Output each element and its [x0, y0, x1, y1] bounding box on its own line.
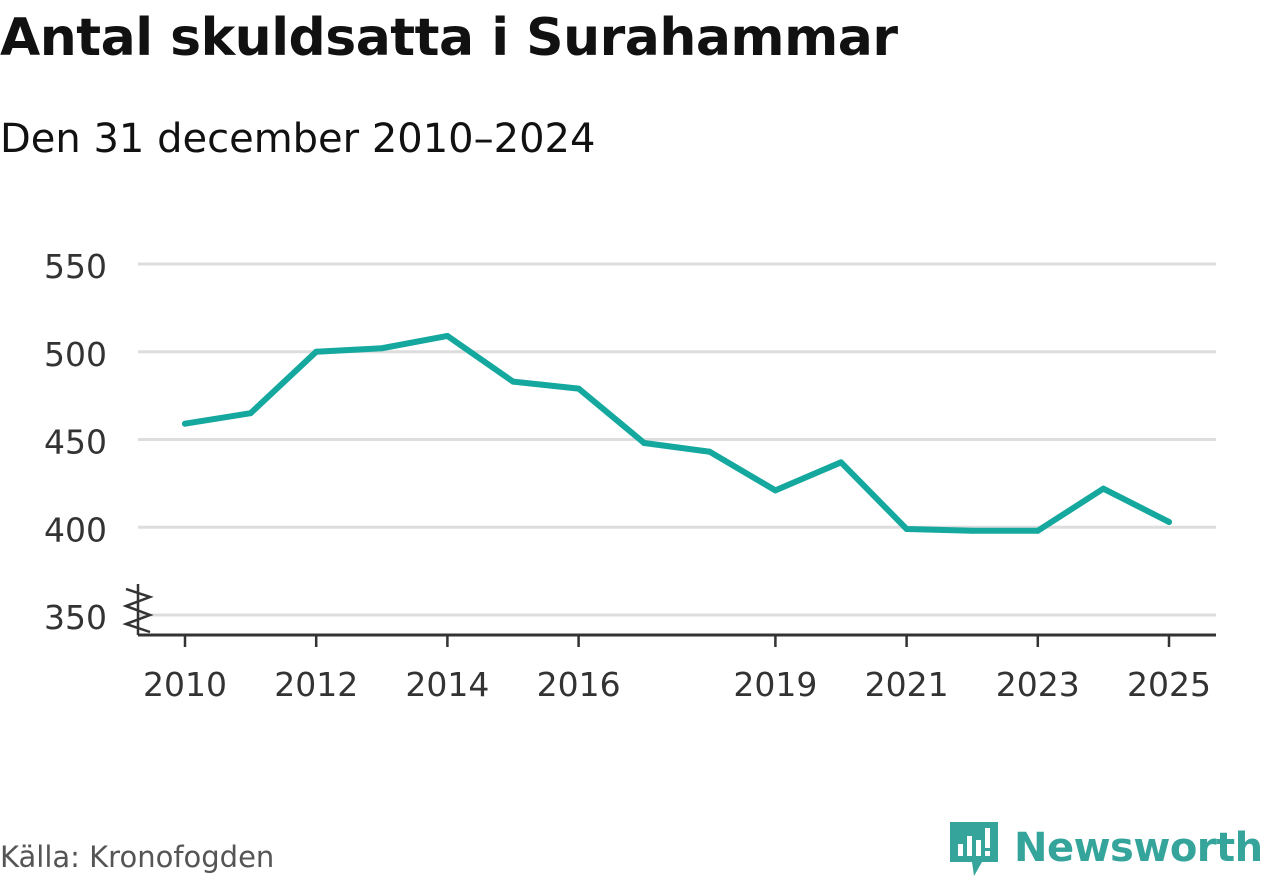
- grid-lines: [138, 262, 1216, 617]
- data-point: [969, 527, 976, 534]
- brand-logo: Newsworthy: [950, 818, 1262, 878]
- newsworthy-logo-icon: [950, 822, 998, 876]
- data-point: [838, 459, 844, 466]
- chart-subtitle: Den 31 december 2010–2024: [0, 116, 596, 162]
- data-point: [247, 410, 254, 417]
- data-point: [1034, 527, 1041, 534]
- y-tick-label: 350: [44, 598, 107, 637]
- data-point: [444, 332, 451, 339]
- data-point: [706, 448, 713, 455]
- x-tick-label: 2014: [405, 665, 489, 704]
- x-tick-label: 2023: [996, 665, 1080, 704]
- data-point: [1100, 485, 1107, 492]
- x-axis: [122, 584, 1216, 647]
- data-point: [182, 420, 188, 427]
- x-tick-label: 2012: [274, 665, 358, 704]
- data-point: [1166, 518, 1172, 525]
- data-point: [575, 385, 582, 392]
- data-point: [772, 487, 779, 494]
- y-tick-label: 400: [44, 510, 107, 549]
- y-tick-label: 550: [44, 247, 107, 286]
- x-tick-label: 2010: [143, 665, 227, 704]
- data-point: [903, 526, 910, 533]
- source-note: Källa: Kronofogden: [0, 840, 275, 874]
- y-tick-label: 450: [44, 423, 107, 462]
- brand-name: Newsworthy: [1014, 825, 1262, 871]
- y-tick-label: 500: [44, 335, 107, 374]
- chart-title: Antal skuldsatta i Surahammar: [0, 8, 898, 68]
- x-tick-label: 2025: [1127, 665, 1211, 704]
- data-point: [313, 348, 320, 355]
- data-point: [641, 440, 648, 447]
- series-line: [182, 332, 1172, 534]
- data-point: [378, 345, 385, 352]
- x-tick-label: 2016: [537, 665, 621, 704]
- y-tick-labels: 550 500 450 400 350: [44, 247, 107, 637]
- x-tick-labels: 2010 2012 2014 2016 2019 2021 2023 2025: [143, 665, 1211, 704]
- axis-break-icon: [122, 587, 154, 634]
- data-point: [510, 378, 516, 385]
- x-tick-label: 2019: [733, 665, 817, 704]
- series-lines: [182, 332, 1172, 534]
- x-tick-label: 2021: [865, 665, 949, 704]
